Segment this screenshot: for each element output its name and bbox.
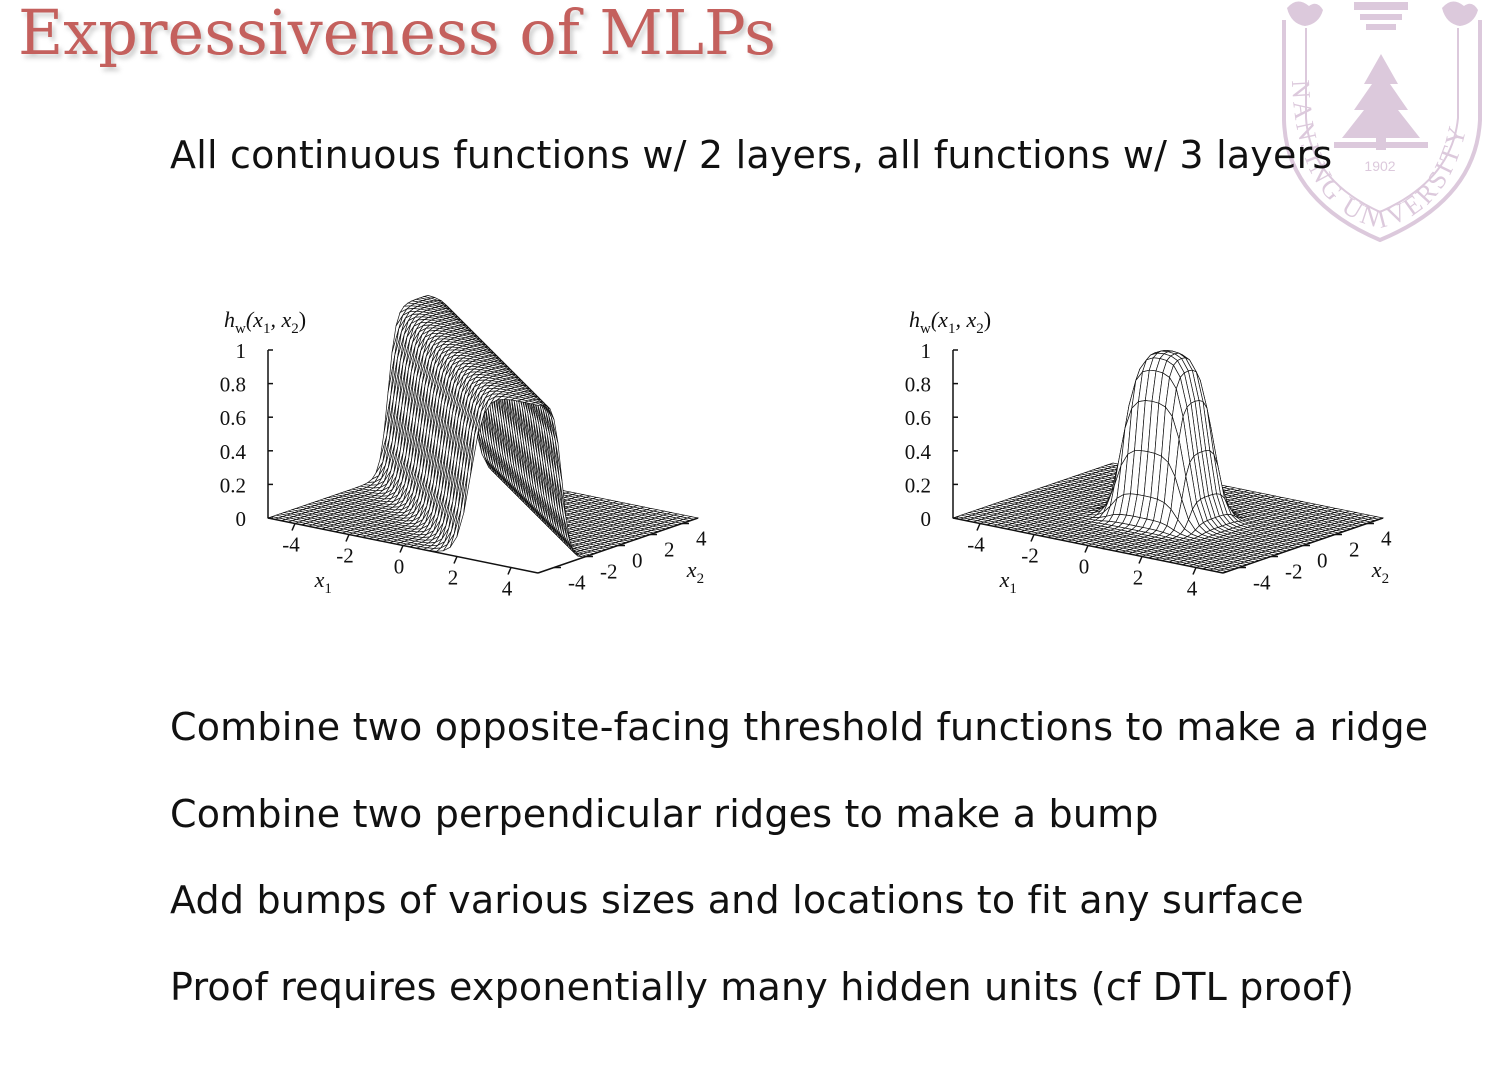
bump-surface-svg: 10.80.60.40.20-4 -2 0 2 4 -4 -2 0 2 4hw(x1, x2)x1… [905,307,1392,601]
slide-title: Expressiveness of MLPs [18,0,776,69]
z-tick-label: 1 [236,339,247,363]
bullet-proof: Proof requires exponentially many hidden… [170,965,1355,1009]
x2-tick-label: 4 [1381,527,1392,551]
x1-axis-label: x1 [314,567,332,597]
z-axis-label: hw(x1, x2) [909,307,991,337]
x2-tick-label: -4 [1253,571,1271,595]
x1-tick-label: 4 [1187,577,1198,601]
bump-surface-plot: 1 0.8 0.6 0.4 0.2 0 -4 -2 0 2 4 -4 -2 0 2 4 hw(x1, x2) x1… [875,285,1395,615]
z-tick-label: 0 [921,507,932,531]
x1-tick-label: 2 [1133,566,1144,590]
bump-surface [951,350,1385,574]
bullet-bump: Combine two perpendicular ridges to make… [170,792,1159,836]
surface-facet [531,402,543,406]
x2-axis-label: x2 [1371,557,1389,587]
z-tick-label: 0.8 [220,373,246,397]
x1-tick [1138,556,1143,564]
x1-tick-label: -2 [336,544,354,568]
z-tick-label: 0.2 [220,473,246,497]
x1-tick [291,523,296,531]
x1-tick-label: 2 [448,566,459,590]
x1-tick [399,545,404,553]
z-tick-label: 0.4 [220,440,247,464]
x1-tick-label: -4 [967,533,985,557]
x1-tick [345,534,350,542]
x2-tick-label: -2 [1285,560,1303,584]
x2-tick-label: 2 [1349,538,1360,562]
x2-tick-label: 2 [664,538,675,562]
x1-tick-label: 0 [394,555,405,579]
z-tick-label: 1 [921,339,932,363]
x1-tick [1030,534,1035,542]
x2-axis-label: x2 [686,557,704,587]
x1-tick [1192,567,1197,575]
ridge-labels: 10.80.60.40.20-4 -2 0 2 4 -4 -2 0 2 4hw(x1, x2)x1… [220,307,707,601]
x1-tick-label: -4 [282,533,300,557]
x1-tick-label: 4 [502,577,513,601]
x2-tick-label: 0 [632,549,643,573]
ridge-axes [267,349,699,575]
x2-tick-label: -2 [600,560,618,584]
x2-tick-label: -4 [568,571,586,595]
x1-tick-label: -2 [1021,544,1039,568]
x1-tick-label: 0 [1079,555,1090,579]
x2-tick-label: 0 [1317,549,1328,573]
subtitle: All continuous functions w/ 2 layers, al… [170,133,1333,177]
x1-tick [507,567,512,575]
x1-tick [453,556,458,564]
ridge-surface-plot: 1 0.8 0.6 0.4 0.2 0 -4 -2 0 2 4 -4 -2 0 2 4 hw(x1, x2) x1… [190,285,710,615]
x1-tick [976,523,981,531]
ridge-surface-svg: 10.80.60.40.20-4 -2 0 2 4 -4 -2 0 2 4hw(x1, x2)x1… [220,295,707,601]
bump-labels: 10.80.60.40.20-4 -2 0 2 4 -4 -2 0 2 4hw(x1, x2)x1… [905,307,1392,601]
z-tick-label: 0 [236,507,247,531]
logo-year: 1902 [1364,158,1395,174]
bullet-fit-surface: Add bumps of various sizes and locations… [170,878,1304,922]
x1-tick [1084,545,1089,553]
university-logo-watermark: 1902 NANJING UNIVERSITY [1282,1,1482,243]
x2-tick-label: 4 [696,527,707,551]
z-tick-label: 0.6 [220,406,246,430]
z-tick-label: 0.8 [905,373,931,397]
z-tick-label: 0.2 [905,473,931,497]
z-tick-label: 0.4 [905,440,932,464]
bump-axes [952,349,1384,575]
z-tick-label: 0.6 [905,406,931,430]
ridge-surface [266,295,700,558]
x1-axis-label: x1 [999,567,1017,597]
bullet-ridge: Combine two opposite-facing threshold fu… [170,705,1429,749]
z-axis-label: hw(x1, x2) [224,307,306,337]
